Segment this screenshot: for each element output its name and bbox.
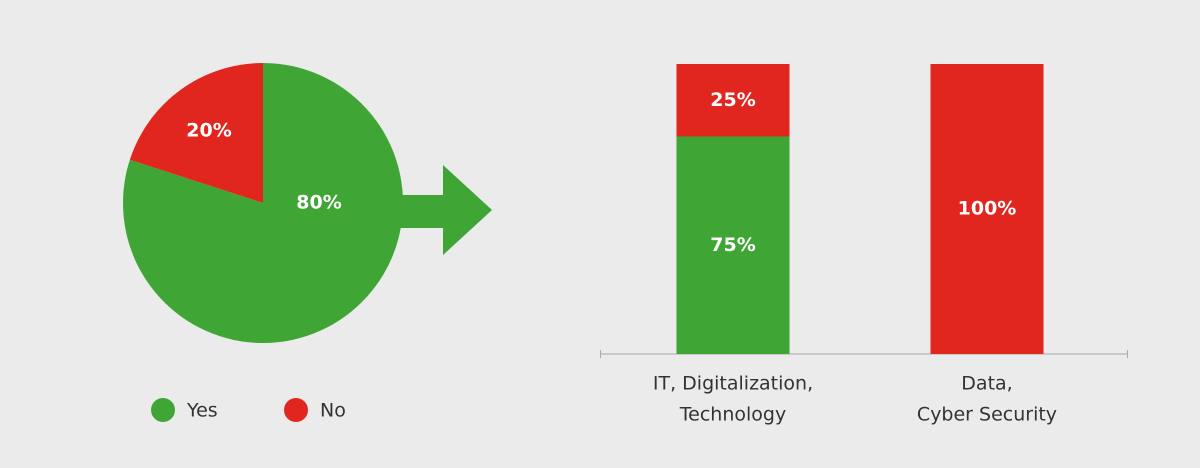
- bar-segment: [930, 64, 1044, 354]
- bar-segment: [676, 64, 790, 137]
- bar-segment: [676, 136, 790, 354]
- x-tick-label: Data,: [961, 373, 1012, 395]
- data-label: 25%: [710, 89, 755, 111]
- data-label: 100%: [958, 198, 1017, 220]
- x-tick-label: Technology: [679, 404, 786, 426]
- data-label: 20%: [186, 120, 231, 142]
- pie-slice: [129, 63, 263, 203]
- data-label: 80%: [296, 192, 341, 214]
- legend-label: No: [320, 400, 346, 422]
- x-tick-label: Cyber Security: [917, 404, 1057, 426]
- arrow: [395, 165, 492, 255]
- data-label: 75%: [710, 234, 755, 256]
- legend-label: Yes: [186, 400, 218, 422]
- legend-marker: [284, 398, 308, 422]
- pie-chart: 80% 20% Yes No: [122, 63, 403, 422]
- bar-chart: 75% 25% IT, Digitalization, Technology 100% D…: [600, 64, 1128, 426]
- x-tick-label: IT, Digitalization,: [653, 373, 813, 395]
- legend-marker: [151, 398, 175, 422]
